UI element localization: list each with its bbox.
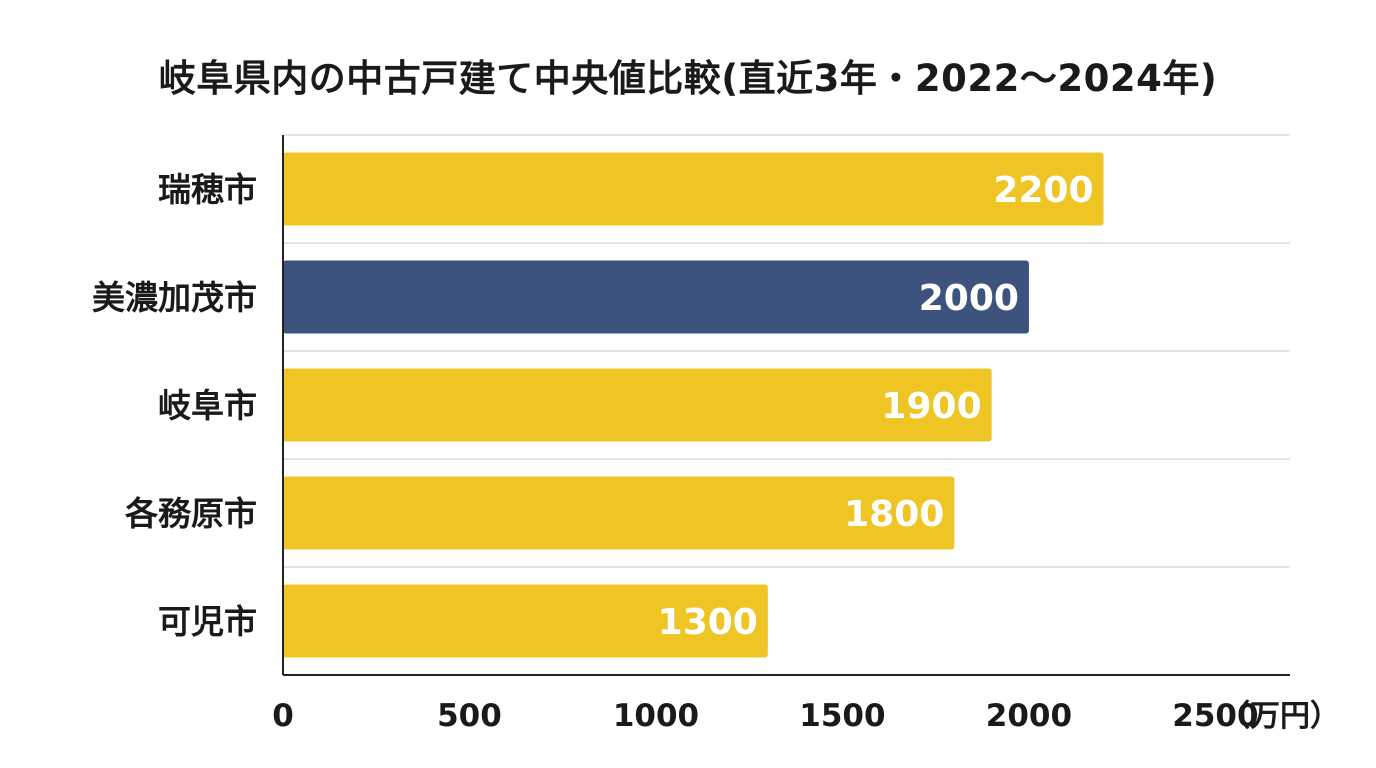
x-tick-label-1500: 1500	[799, 698, 885, 734]
x-tick-label-1000: 1000	[613, 698, 699, 734]
data-label-4: 1800	[844, 494, 944, 535]
data-label-5: 1300	[658, 602, 758, 643]
category-label-3: 岐阜市	[158, 386, 257, 425]
x-tick-label-0: 0	[272, 698, 294, 734]
bar-1	[283, 152, 1104, 226]
bar-3	[283, 368, 992, 442]
bar-5	[283, 584, 768, 658]
unit-label: （万円）	[1220, 699, 1340, 734]
category-label-1: 瑞穂市	[158, 170, 257, 209]
x-tick-label-500: 500	[437, 698, 502, 734]
x-tick-label-2000: 2000	[986, 698, 1072, 734]
bar-2	[283, 260, 1029, 334]
chart-title: 岐阜県内の中古戸建て中央値比較(直近3年・2022〜2024年)	[158, 57, 1218, 100]
category-label-4: 各務原市	[124, 494, 257, 533]
x-tick-label-2500: 2500	[1172, 698, 1258, 734]
data-label-1: 2200	[993, 170, 1093, 211]
category-label-2: 美濃加茂市	[92, 278, 257, 317]
bar-4	[283, 476, 955, 550]
data-label-2: 2000	[919, 278, 1019, 319]
category-label-5: 可児市	[158, 602, 257, 641]
data-label-3: 1900	[881, 386, 981, 427]
